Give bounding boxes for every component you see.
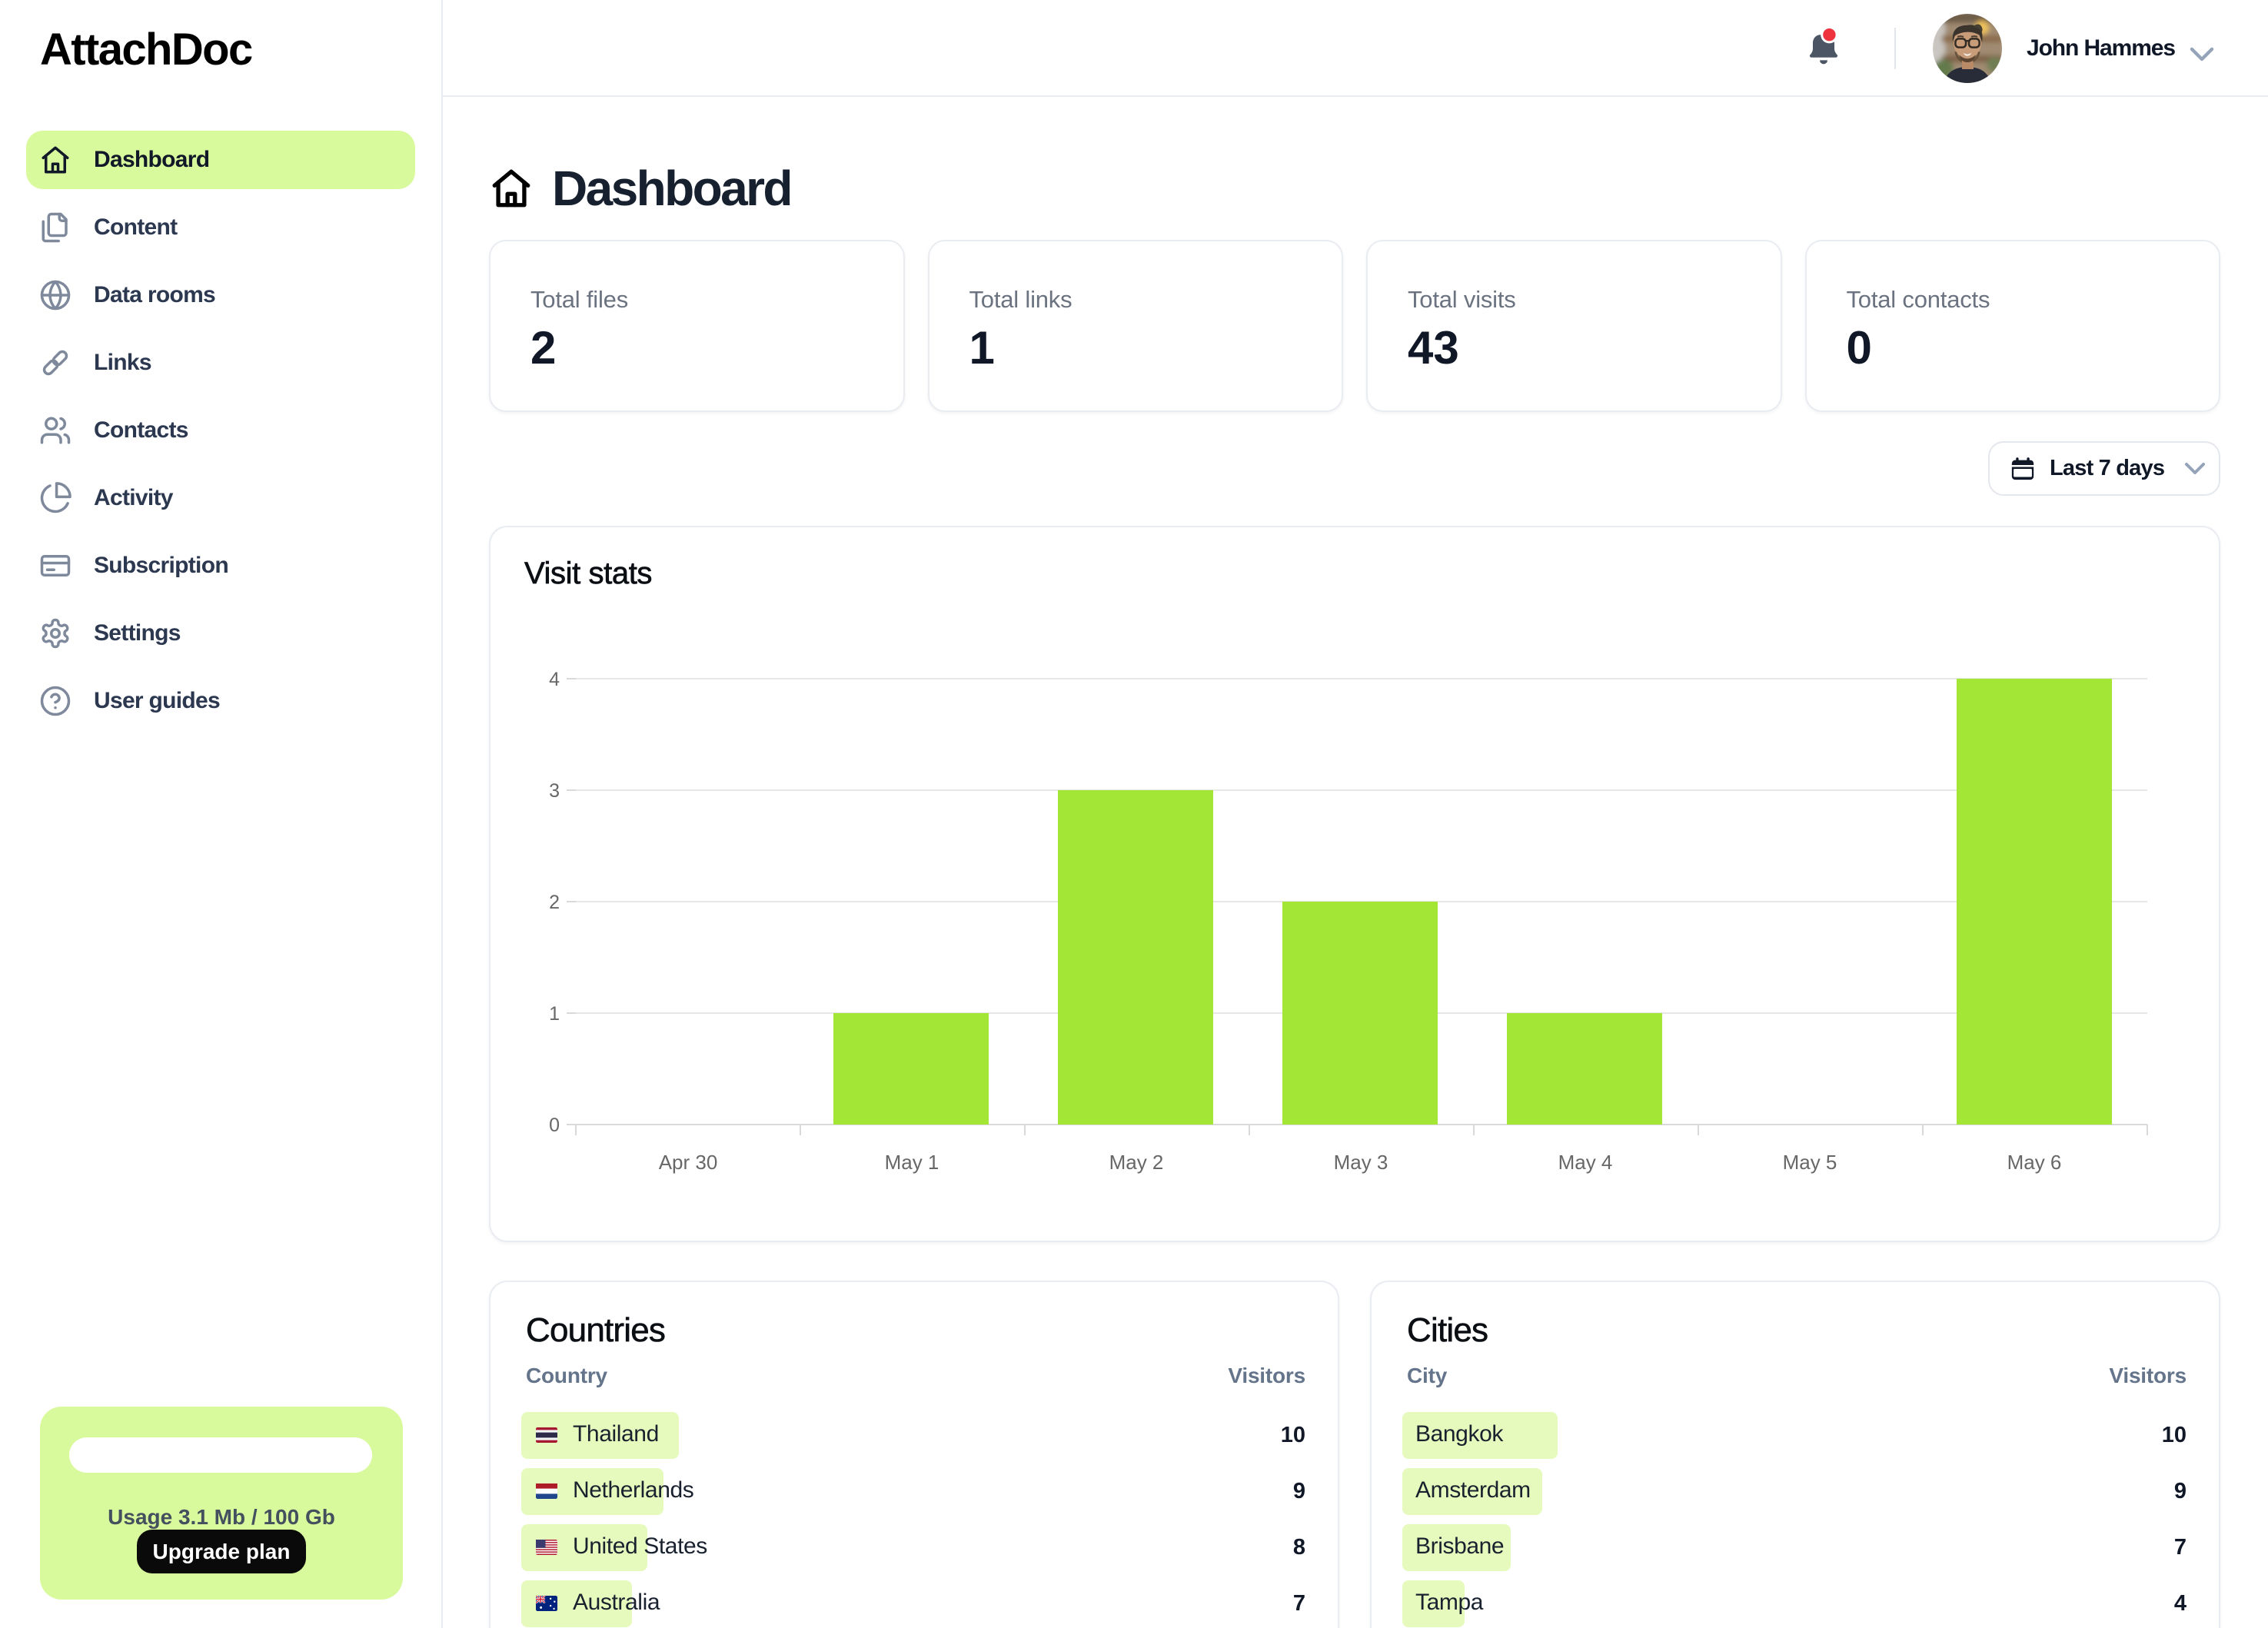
svg-text:Apr 30: Apr 30 — [659, 1151, 718, 1174]
svg-text:May 3: May 3 — [1334, 1151, 1388, 1174]
svg-text:4: 4 — [549, 669, 560, 690]
svg-text:May 6: May 6 — [2007, 1151, 2062, 1174]
svg-text:May 2: May 2 — [1109, 1151, 1164, 1174]
svg-text:May 1: May 1 — [885, 1151, 939, 1174]
svg-text:May 4: May 4 — [1558, 1151, 1613, 1174]
svg-text:May 5: May 5 — [1783, 1151, 1837, 1174]
svg-text:2: 2 — [549, 892, 560, 913]
svg-text:0: 0 — [549, 1115, 560, 1136]
svg-text:1: 1 — [549, 1003, 560, 1025]
svg-text:3: 3 — [549, 780, 560, 802]
